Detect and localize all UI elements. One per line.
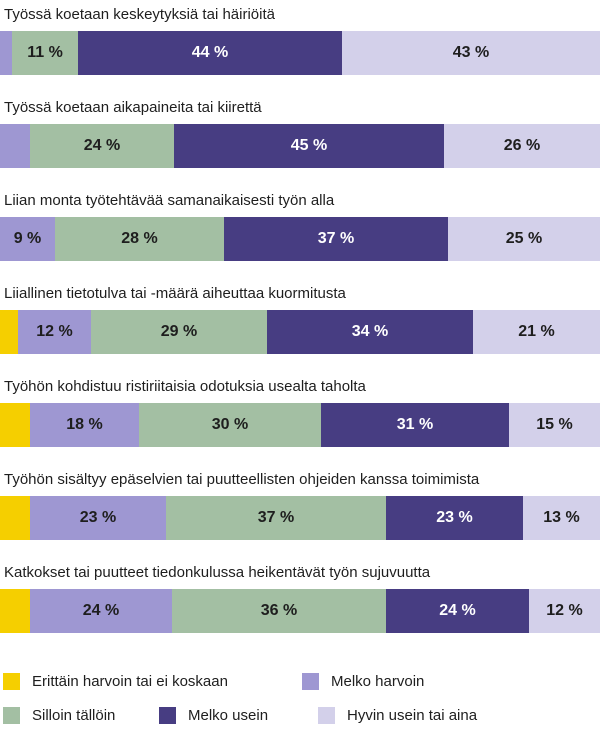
legend-swatch <box>318 707 335 724</box>
data-label: 24 % <box>439 602 476 619</box>
legend-label: Erittäin harvoin tai ei koskaan <box>32 673 228 690</box>
bar-segment: 24 % <box>30 589 172 633</box>
legend-swatch <box>3 707 20 724</box>
data-label: 28 % <box>121 230 158 247</box>
bar-segment: 24 % <box>386 589 529 633</box>
legend-label: Melko harvoin <box>331 673 425 690</box>
bar-segment: 24 % <box>30 124 174 168</box>
stacked-bar: 23 % 37 % 23 % 13 % <box>0 496 600 540</box>
bar-segment <box>0 124 30 168</box>
category-label: Liian monta työtehtävää samanaikaisesti … <box>4 192 335 209</box>
legend-item: Melko harvoin <box>302 673 424 690</box>
data-label: 44 % <box>191 44 229 61</box>
data-label: 9 % <box>13 230 42 247</box>
data-label: 12 % <box>36 323 73 340</box>
legend-label: Hyvin usein tai aina <box>347 707 478 724</box>
bar-segment: 13 % <box>523 496 600 540</box>
bar-segment: 31 % <box>321 403 509 447</box>
legend-item: Hyvin usein tai aina <box>318 707 477 724</box>
legend-label: Melko usein <box>188 707 269 724</box>
data-label: 24 % <box>83 137 121 154</box>
legend-item: Melko usein <box>159 707 268 724</box>
data-label: 21 % <box>518 323 555 340</box>
bar-segment: 11 % <box>12 31 78 75</box>
data-label: 30 % <box>211 416 249 433</box>
legend-swatch <box>159 707 176 724</box>
data-label: 34 % <box>351 323 389 340</box>
legend-swatch <box>302 673 319 690</box>
bar-segment <box>0 31 12 75</box>
category-label: Työhön sisältyy epäselvien tai puutteell… <box>4 471 480 488</box>
data-label: 12 % <box>546 602 583 619</box>
bar-segment: 26 % <box>444 124 600 168</box>
data-label: 31 % <box>396 416 434 433</box>
data-label: 45 % <box>290 137 328 154</box>
bar-segment: 45 % <box>174 124 444 168</box>
category-label: Työssä koetaan keskeytyksiä tai häiriöit… <box>4 6 275 23</box>
stacked-bar: 18 % 30 % 31 % 15 % <box>0 403 600 447</box>
bar-segment: 30 % <box>139 403 321 447</box>
stacked-bar: 11 % 44 % 43 % <box>0 31 600 75</box>
data-label: 23 % <box>79 509 117 526</box>
bar-segment: 23 % <box>386 496 523 540</box>
stacked-bar: 9 % 28 % 37 % 25 % <box>0 217 600 261</box>
bar-segment: 44 % <box>78 31 342 75</box>
category-label: Katkokset tai puutteet tiedonkulussa hei… <box>4 564 431 581</box>
legend-item: Erittäin harvoin tai ei koskaan <box>3 673 228 690</box>
data-label: 29 % <box>160 323 198 340</box>
data-label: 13 % <box>543 509 580 526</box>
bar-segment: 28 % <box>55 217 224 261</box>
data-label: 37 % <box>317 230 355 247</box>
legend-swatch <box>3 673 20 690</box>
stacked-bar: 12 % 29 % 34 % 21 % <box>0 310 600 354</box>
stacked-bar-chart: Työssä koetaan keskeytyksiä tai häiriöit… <box>0 6 600 633</box>
bar-segment: 36 % <box>172 589 386 633</box>
bar-segment: 29 % <box>91 310 267 354</box>
data-label: 25 % <box>505 230 543 247</box>
bar-segment: 12 % <box>529 589 600 633</box>
data-label: 15 % <box>536 416 573 433</box>
data-label: 24 % <box>82 602 120 619</box>
stacked-bar: 24 % 36 % 24 % 12 % <box>0 589 600 633</box>
data-label: 26 % <box>503 137 541 154</box>
bar-segment: 23 % <box>30 496 166 540</box>
bar-segment <box>0 403 30 447</box>
data-label: 37 % <box>257 509 295 526</box>
legend-item: Silloin tällöin <box>3 707 115 724</box>
bar-segment: 43 % <box>342 31 600 75</box>
data-label: 43 % <box>452 44 490 61</box>
bar-segment: 37 % <box>166 496 386 540</box>
category-label: Liiallinen tietotulva tai -määrä aiheutt… <box>4 285 346 302</box>
bar-segment: 34 % <box>267 310 473 354</box>
category-label: Työssä koetaan aikapaineita tai kiirettä <box>4 99 262 116</box>
stacked-bar: 24 % 45 % 26 % <box>0 124 600 168</box>
data-label: 36 % <box>260 602 298 619</box>
bar-segment: 15 % <box>509 403 600 447</box>
legend: Erittäin harvoin tai ei koskaan Melko har… <box>0 665 600 731</box>
bar-segment: 21 % <box>473 310 600 354</box>
bar-segment: 12 % <box>18 310 91 354</box>
category-label: Työhön kohdistuu ristiriitaisia odotuksi… <box>4 378 366 395</box>
bar-segment: 25 % <box>448 217 600 261</box>
bar-segment: 9 % <box>0 217 55 261</box>
data-label: 18 % <box>66 416 103 433</box>
bar-segment: 37 % <box>224 217 448 261</box>
bar-segment: 18 % <box>30 403 139 447</box>
bar-segment <box>0 496 30 540</box>
data-label: 11 % <box>27 44 63 61</box>
data-label: 23 % <box>436 509 473 526</box>
bar-segment <box>0 589 30 633</box>
legend-label: Silloin tällöin <box>32 707 116 724</box>
bar-segment <box>0 310 18 354</box>
